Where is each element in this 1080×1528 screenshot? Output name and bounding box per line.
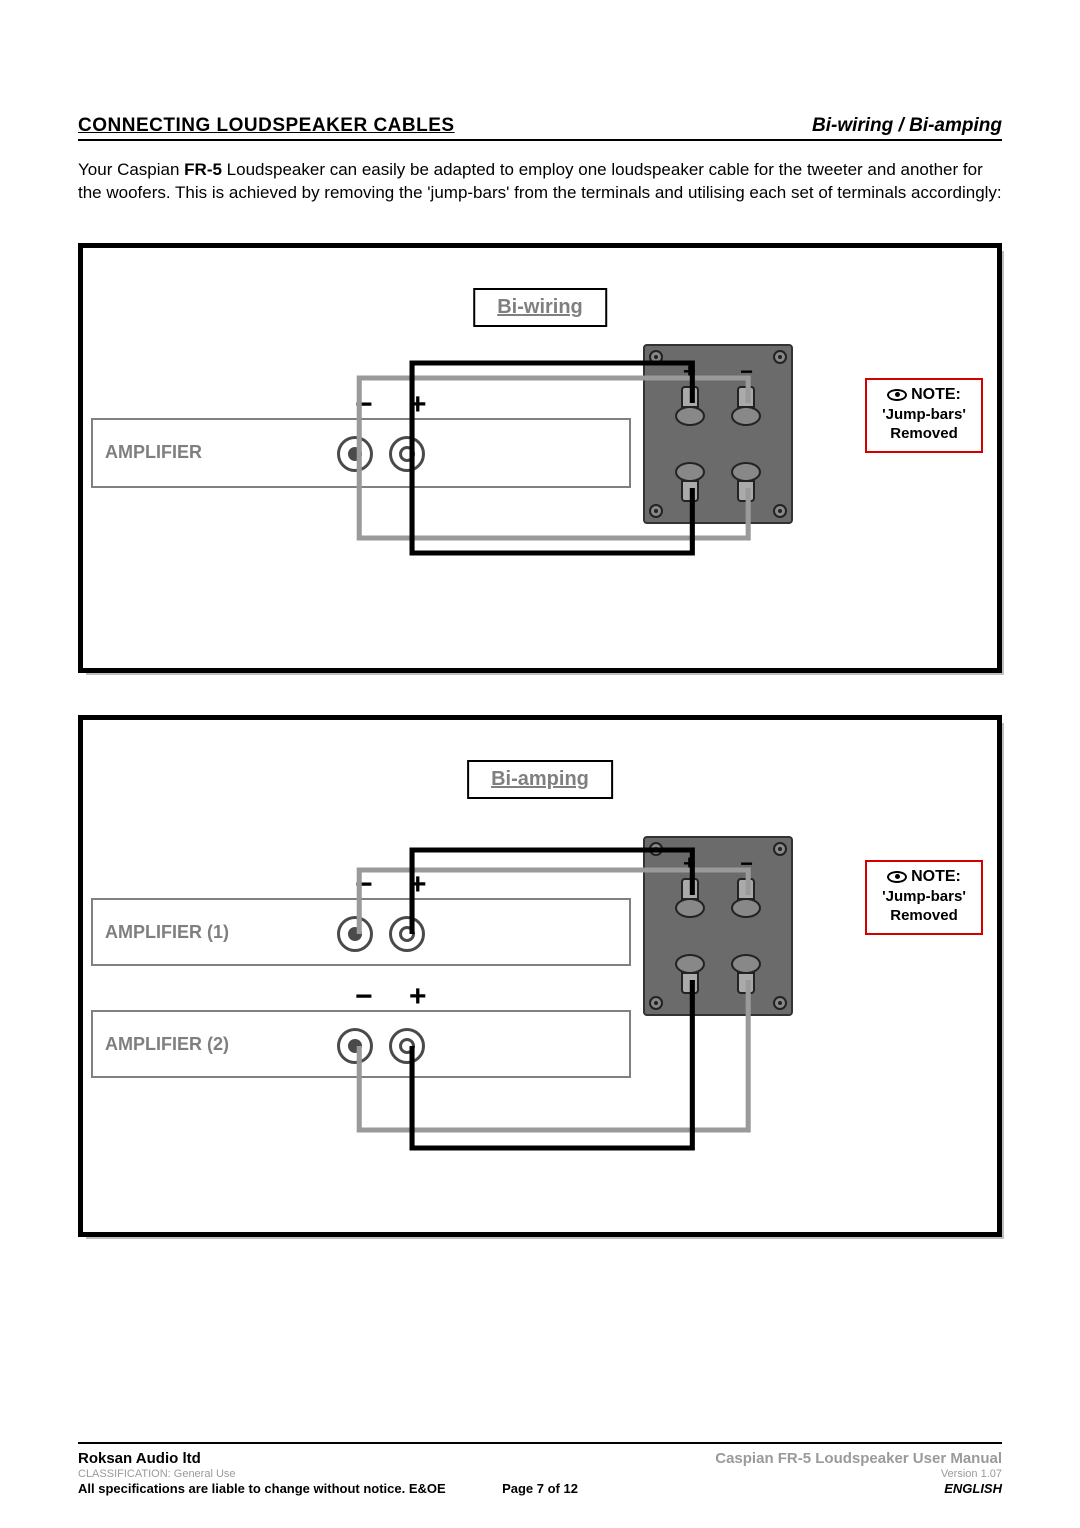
biwiring-diagram: Bi-wiring AMPLIFIER − + + − <box>78 243 1002 673</box>
terminal-top-plus <box>673 386 707 426</box>
footer-row-1: Roksan Audio ltd Caspian FR-5 Loudspeake… <box>78 1450 1002 1467</box>
footer-rule <box>78 1442 1002 1444</box>
speaker-terminal-panel: + − <box>643 344 793 524</box>
screw-icon <box>649 842 663 856</box>
page-footer: Roksan Audio ltd Caspian FR-5 Loudspeake… <box>78 1442 1002 1496</box>
panel-plus-sign: + <box>683 853 696 875</box>
footer-company: Roksan Audio ltd <box>78 1450 201 1467</box>
terminal-bottom-plus <box>673 954 707 994</box>
amp2-jack-minus <box>337 1028 373 1064</box>
terminal-bottom-plus <box>673 462 707 502</box>
footer-disclaimer: All specifications are liable to change … <box>78 1481 446 1496</box>
footer-version: Version 1.07 <box>941 1468 1002 1480</box>
eye-icon <box>887 871 907 883</box>
screw-icon <box>773 504 787 518</box>
screw-icon <box>649 504 663 518</box>
biwiring-title: Bi-wiring <box>497 296 583 318</box>
amp-plus-sign: + <box>409 390 427 420</box>
panel-plus-sign: + <box>683 361 696 383</box>
amp-minus-sign: − <box>355 390 373 420</box>
amp-jack-minus <box>337 436 373 472</box>
speaker-terminal-panel: + − <box>643 836 793 1016</box>
intro-prefix: Your Caspian <box>78 160 184 179</box>
footer-language: ENGLISH <box>944 1481 1002 1496</box>
panel-minus-sign: − <box>740 853 753 875</box>
amplifier1-label: AMPLIFIER (1) <box>105 922 229 943</box>
amplifier2-label: AMPLIFIER (2) <box>105 1034 229 1055</box>
amp2-minus-sign: − <box>355 982 373 1012</box>
biamping-diagram: Bi-amping AMPLIFIER (1) − + AMPLIFIER (2… <box>78 715 1002 1237</box>
panel-minus-sign: − <box>740 361 753 383</box>
note-box: NOTE: 'Jump-bars' Removed <box>865 378 983 454</box>
footer-classification: CLASSIFICATION: General Use <box>78 1468 236 1480</box>
biamping-title-box: Bi-amping <box>467 760 613 799</box>
terminal-bottom-minus <box>729 954 763 994</box>
note-box: NOTE: 'Jump-bars' Removed <box>865 860 983 936</box>
screw-icon <box>773 996 787 1010</box>
amplifier-label: AMPLIFIER <box>105 442 202 463</box>
footer-row-2: CLASSIFICATION: General Use Version 1.07 <box>78 1468 1002 1480</box>
terminal-top-minus <box>729 386 763 426</box>
amp1-jack-minus <box>337 916 373 952</box>
footer-row-3: All specifications are liable to change … <box>78 1481 1002 1496</box>
note-head-text: NOTE: <box>911 386 961 404</box>
biamping-title: Bi-amping <box>491 768 589 790</box>
amp1-minus-sign: − <box>355 870 373 900</box>
biwiring-title-box: Bi-wiring <box>473 288 607 327</box>
note-body: 'Jump-bars' Removed <box>877 888 971 926</box>
terminal-top-minus <box>729 878 763 918</box>
footer-manual: Caspian FR-5 Loudspeaker User Manual <box>715 1450 1002 1467</box>
amp1-plus-sign: + <box>409 870 427 900</box>
note-body: 'Jump-bars' Removed <box>877 406 971 444</box>
biwiring-diagram-wrap: Bi-wiring AMPLIFIER − + + − <box>78 243 1002 673</box>
note-header: NOTE: <box>877 386 971 404</box>
amp2-jack-plus <box>389 1028 425 1064</box>
screw-icon <box>773 350 787 364</box>
note-header: NOTE: <box>877 868 971 886</box>
amp-jack-plus <box>389 436 425 472</box>
section-header: CONNECTING LOUDSPEAKER CABLES Bi-wiring … <box>78 115 1002 141</box>
screw-icon <box>649 996 663 1010</box>
section-subtitle: Bi-wiring / Bi-amping <box>812 115 1002 137</box>
intro-paragraph: Your Caspian FR-5 Loudspeaker can easily… <box>78 159 1002 205</box>
biamping-diagram-wrap: Bi-amping AMPLIFIER (1) − + AMPLIFIER (2… <box>78 715 1002 1237</box>
screw-icon <box>649 350 663 364</box>
amp2-plus-sign: + <box>409 982 427 1012</box>
terminal-top-plus <box>673 878 707 918</box>
terminal-bottom-minus <box>729 462 763 502</box>
footer-page: Page 7 of 12 <box>502 1481 578 1496</box>
screw-icon <box>773 842 787 856</box>
note-head-text: NOTE: <box>911 868 961 886</box>
amp1-jack-plus <box>389 916 425 952</box>
eye-icon <box>887 389 907 401</box>
section-title: CONNECTING LOUDSPEAKER CABLES <box>78 115 455 137</box>
intro-model: FR-5 <box>184 160 222 179</box>
